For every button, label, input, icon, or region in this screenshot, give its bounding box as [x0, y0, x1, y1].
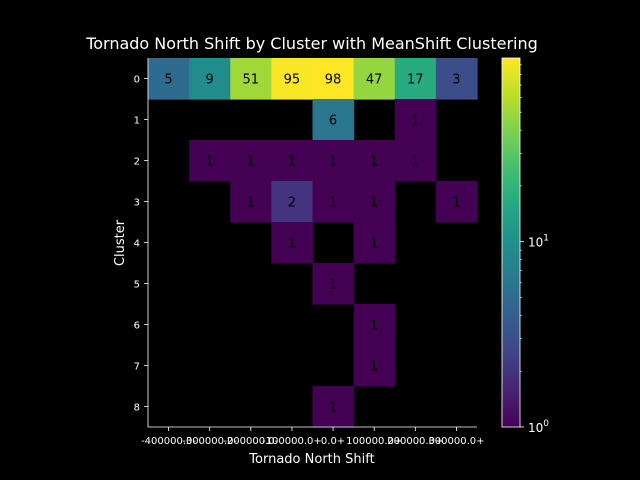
y-axis-label: Cluster [113, 219, 128, 266]
x-tick-label: -200000.0- [223, 436, 278, 447]
heatmap-cell [148, 58, 190, 100]
x-tick-label: -300000.0- [182, 436, 237, 447]
heatmap-cell [312, 181, 355, 223]
heatmap-cell [312, 263, 355, 305]
heatmap-cell-label: 98 [325, 73, 342, 88]
heatmap-cell [353, 140, 396, 182]
heatmap-cell [271, 140, 314, 182]
heatmap-cell-label: 1 [206, 155, 214, 170]
x-tick-label: -400000.0- [141, 436, 196, 447]
heatmap-cell-label: 1 [247, 155, 255, 170]
chart-title: Tornado North Shift by Cluster with Mean… [85, 34, 538, 53]
heatmap-cell-label: 6 [329, 114, 337, 129]
x-tick-label: 200000.0+ [387, 436, 443, 447]
colorbar-tick-label: 101 [528, 234, 549, 250]
heatmap-cell-label: 1 [370, 360, 378, 375]
colorbar-tick-label: 100 [528, 419, 549, 435]
heatmap-cell-label: 17 [407, 73, 424, 88]
heatmap-cell [435, 181, 478, 223]
x-tick-label: 0.0+ [321, 436, 345, 447]
heatmap-cell-label: 47 [366, 73, 383, 88]
heatmap-cell [230, 58, 272, 100]
heatmap-cell [353, 304, 396, 346]
heatmap-cells [148, 58, 478, 428]
heatmap-cell-label: 1 [370, 155, 378, 170]
heatmap-cell-label: 1 [411, 114, 419, 129]
heatmap-cell-label: 1 [329, 155, 337, 170]
heatmap-cell [312, 386, 355, 428]
heatmap-cell-label: 5 [164, 73, 172, 88]
heatmap-cell [189, 140, 231, 182]
heatmap-cell [271, 222, 314, 264]
y-tick-label: 5 [134, 280, 140, 291]
heatmap-cell [353, 222, 396, 264]
heatmap-cell [271, 58, 314, 100]
heatmap-cell [353, 181, 396, 223]
y-tick-label: 3 [134, 198, 140, 209]
heatmap-cell-label: 95 [284, 73, 301, 88]
y-tick-label: 4 [134, 239, 140, 250]
heatmap-cell-labels: 5 9 51 95 98 47 17 3 6 1 1 1 1 1 1 1 1 2 1 1 1 1 1 1 1 1 1 [164, 73, 460, 416]
colorbar-gradient [501, 57, 521, 428]
y-tick-label: 6 [134, 321, 140, 332]
y-tick-label: 8 [134, 403, 140, 414]
y-tick-label: 1 [134, 116, 140, 127]
x-axis-label: Tornado North Shift [248, 452, 374, 467]
heatmap-cell-label: 1 [370, 319, 378, 334]
heatmap-cell-label: 1 [329, 278, 337, 293]
heatmap-cell [271, 181, 314, 223]
heatmap-cell-label: 1 [370, 237, 378, 252]
heatmap-cell [312, 58, 355, 100]
heatmap-cell [230, 140, 272, 182]
x-tick-label: -100000.0+ [262, 436, 322, 447]
heatmap-cell [353, 58, 396, 100]
heatmap-cell-label: 9 [206, 73, 214, 88]
y-tick-label: 7 [134, 362, 140, 373]
heatmap-cell [435, 58, 478, 100]
heatmap-cell-label: 1 [370, 196, 378, 211]
heatmap-cell-label: 1 [411, 155, 419, 170]
heatmap-cell [312, 140, 355, 182]
heatmap-cell-label: 2 [288, 196, 296, 211]
heatmap-cell-label: 1 [247, 196, 255, 211]
heatmap-cell-label: 1 [329, 401, 337, 416]
x-tick-label: 300000.0+ [428, 436, 484, 447]
heatmap-cell-label: 1 [288, 237, 296, 252]
heatmap-cell [353, 345, 396, 387]
heatmap-cell-label: 1 [452, 196, 460, 211]
heatmap-cell [230, 181, 272, 223]
y-axis: 0 1 2 3 4 5 6 7 8 [134, 75, 148, 414]
heatmap-cell [394, 99, 437, 141]
heatmap-cell [394, 58, 437, 100]
y-tick-label: 0 [134, 75, 140, 86]
heatmap-cell-label: 3 [452, 73, 460, 88]
colorbar: 100 101 [501, 57, 549, 435]
heatmap-cell-label: 1 [288, 155, 296, 170]
x-tick-label: 100000.0+ [346, 436, 402, 447]
y-tick-label: 2 [134, 157, 140, 168]
heatmap-cell [312, 99, 355, 141]
heatmap-cell-label: 51 [243, 73, 260, 88]
heatmap-cell [189, 58, 231, 100]
heatmap-cell-label: 1 [329, 196, 337, 211]
heatmap-cell [394, 140, 437, 182]
